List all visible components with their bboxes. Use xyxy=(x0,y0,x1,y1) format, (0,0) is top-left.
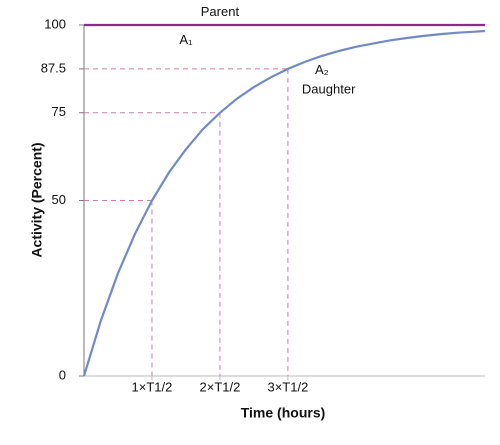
y-tick-label: 100 xyxy=(44,16,66,31)
x-axis-title: Time (hours) xyxy=(241,405,326,421)
annotation: A₂ xyxy=(315,62,329,77)
y-axis-title: Activity (Percent) xyxy=(29,142,45,257)
y-tick-label: 75 xyxy=(52,104,66,119)
y-tick-label: 87.5 xyxy=(41,60,66,75)
annotation: Parent xyxy=(201,4,240,19)
x-tick-label: 2×T1/2 xyxy=(200,379,241,394)
annotation: Daughter xyxy=(302,81,356,96)
annotation: A₁ xyxy=(179,32,193,47)
x-tick-label: 1×T1/2 xyxy=(132,379,173,394)
series-line xyxy=(82,29,486,377)
x-tick-label: 3×T1/2 xyxy=(267,379,308,394)
y-tick-label: 50 xyxy=(52,192,66,207)
y-tick-label: 0 xyxy=(59,367,66,382)
